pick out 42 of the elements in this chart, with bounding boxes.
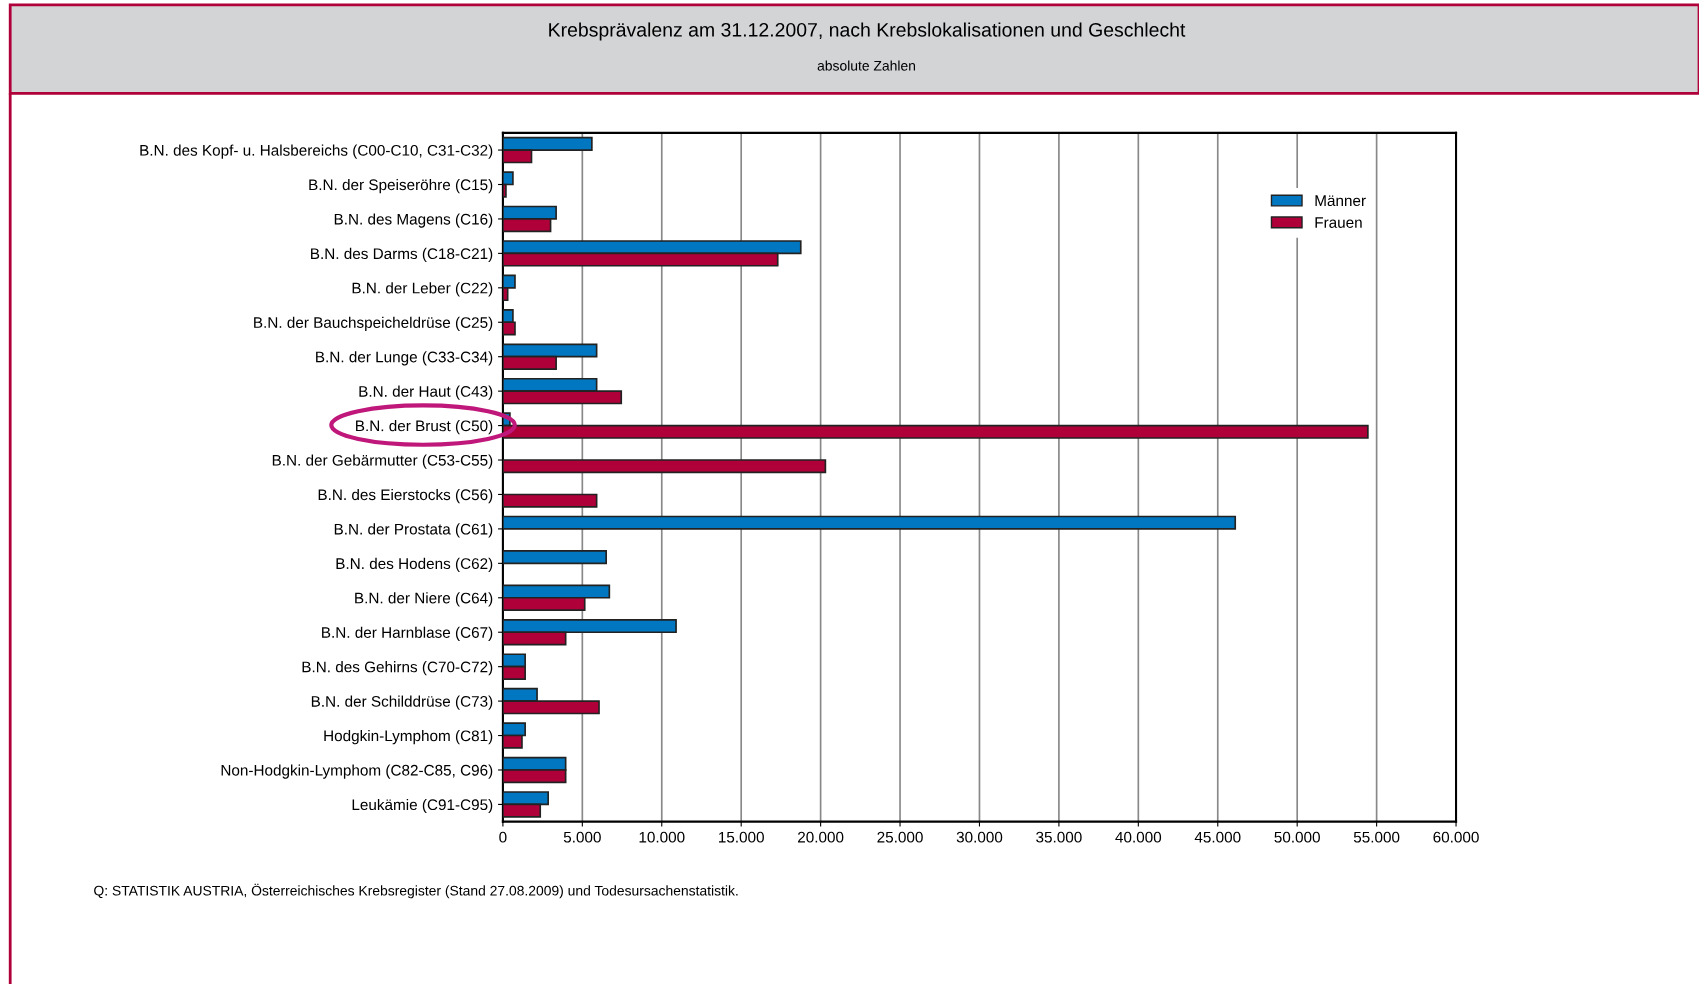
chart-title: Krebsprävalenz am 31.12.2007, nach Krebslokalisationen und Geschlecht <box>549 22 1186 41</box>
y-tick-label: B.N. der Niere (C64) <box>355 592 493 607</box>
bar <box>502 459 827 474</box>
y-tick-label: B.N. der Haut (C43) <box>359 385 493 400</box>
y-tick-label: B.N. der Harnblase (C67) <box>322 626 493 641</box>
x-tick-label: 45.000 <box>1194 831 1241 843</box>
y-tick-label: B.N. der Schilddrüse (C73) <box>311 695 493 710</box>
y-tick-label: B.N. des Kopf- u. Halsbereichs (C00-C10, C31-C32) <box>140 144 493 159</box>
y-tick-label: B.N. des Darms (C18-C21) <box>311 247 493 263</box>
x-tick-label: 20.000 <box>798 831 844 843</box>
x-tick-label: 15.000 <box>718 831 764 843</box>
y-tick-label: Hodgkin-Lymphom (C81) <box>324 730 493 745</box>
y-tick-label: Non-Hodgkin-Lymphom (C82-C85, C96) <box>221 764 493 779</box>
chart-subtitle: absolute Zahlen <box>817 60 916 71</box>
x-tick-label: 55.000 <box>1353 831 1400 843</box>
bar <box>502 515 1237 530</box>
x-tick-label: 10.000 <box>639 831 685 843</box>
y-tick-label: B.N. der Lunge (C33-C34) <box>316 351 493 366</box>
y-tick-label: B.N. der Leber (C22) <box>352 282 493 297</box>
y-tick-label: Leukämie (C91-C95) <box>352 798 493 814</box>
x-tick-label: 50.000 <box>1274 831 1320 843</box>
y-tick-label: B.N. der Speiseröhre (C15) <box>309 178 493 194</box>
y-tick-label: B.N. des Gehirns (C70-C72) <box>302 661 493 676</box>
bar <box>502 493 598 508</box>
y-tick-label: B.N. der Prostata (C61) <box>334 523 493 538</box>
legend-label: Frauen <box>1315 217 1362 228</box>
x-tick-label: 0 <box>499 831 507 843</box>
bar <box>502 550 607 565</box>
text: Q: STATISTIK AUSTRIA, Österreichisches Krebsregister (Stand 27.08.2009) und Todesursachenstatistik. <box>94 883 738 899</box>
x-tick-label: 30.000 <box>956 831 1003 843</box>
y-tick-label: B.N. der Bauchspeicheldrüse (C25) <box>254 316 493 331</box>
y-tick-label: B.N. des Eierstocks (C56) <box>318 488 493 504</box>
legend-label: Männer <box>1315 195 1366 207</box>
x-tick-label: 40.000 <box>1115 831 1162 843</box>
y-tick-label: B.N. des Hodens (C62) <box>336 557 493 573</box>
y-tick-label: B.N. des Magens (C16) <box>334 213 493 228</box>
x-tick-label: 25.000 <box>877 831 923 843</box>
x-tick-label: 60.000 <box>1433 831 1479 843</box>
y-tick-label: B.N. der Brust (C50) <box>356 420 493 435</box>
y-tick-label: B.N. der Gebärmutter (C53-C55) <box>272 454 493 469</box>
x-tick-label: 5.000 <box>563 831 601 843</box>
x-tick-label: 35.000 <box>1036 831 1082 843</box>
